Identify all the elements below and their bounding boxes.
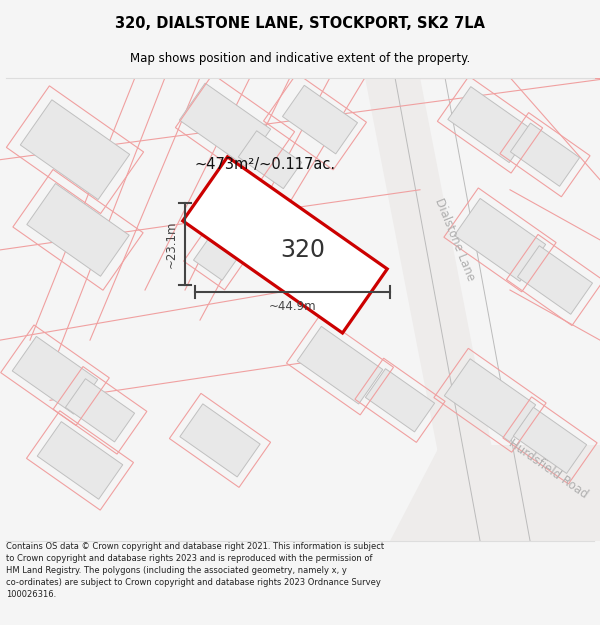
Text: ~23.1m: ~23.1m — [164, 220, 178, 268]
Polygon shape — [390, 446, 600, 541]
Polygon shape — [27, 184, 129, 276]
Polygon shape — [20, 100, 130, 199]
Text: Map shows position and indicative extent of the property.: Map shows position and indicative extent… — [130, 52, 470, 64]
Polygon shape — [297, 326, 383, 404]
Polygon shape — [517, 246, 593, 314]
Polygon shape — [283, 86, 358, 154]
Polygon shape — [193, 239, 236, 280]
Polygon shape — [454, 198, 545, 281]
Text: ~44.9m: ~44.9m — [269, 299, 316, 312]
Polygon shape — [183, 157, 387, 333]
Polygon shape — [514, 408, 587, 474]
Text: Dialstone Lane: Dialstone Lane — [433, 197, 478, 283]
Text: Hurdsfield Road: Hurdsfield Road — [506, 436, 590, 501]
Text: ~473m²/~0.117ac.: ~473m²/~0.117ac. — [194, 158, 335, 172]
Polygon shape — [238, 131, 302, 189]
Text: 320: 320 — [281, 238, 325, 262]
Polygon shape — [12, 336, 98, 414]
Polygon shape — [37, 422, 123, 499]
Polygon shape — [448, 87, 532, 162]
Polygon shape — [365, 369, 434, 432]
Polygon shape — [511, 123, 580, 186]
Polygon shape — [445, 359, 536, 442]
Text: 320, DIALSTONE LANE, STOCKPORT, SK2 7LA: 320, DIALSTONE LANE, STOCKPORT, SK2 7LA — [115, 16, 485, 31]
Polygon shape — [180, 404, 260, 477]
Polygon shape — [365, 78, 510, 541]
Polygon shape — [65, 379, 134, 442]
Polygon shape — [179, 83, 271, 166]
Text: Contains OS data © Crown copyright and database right 2021. This information is : Contains OS data © Crown copyright and d… — [6, 542, 384, 599]
